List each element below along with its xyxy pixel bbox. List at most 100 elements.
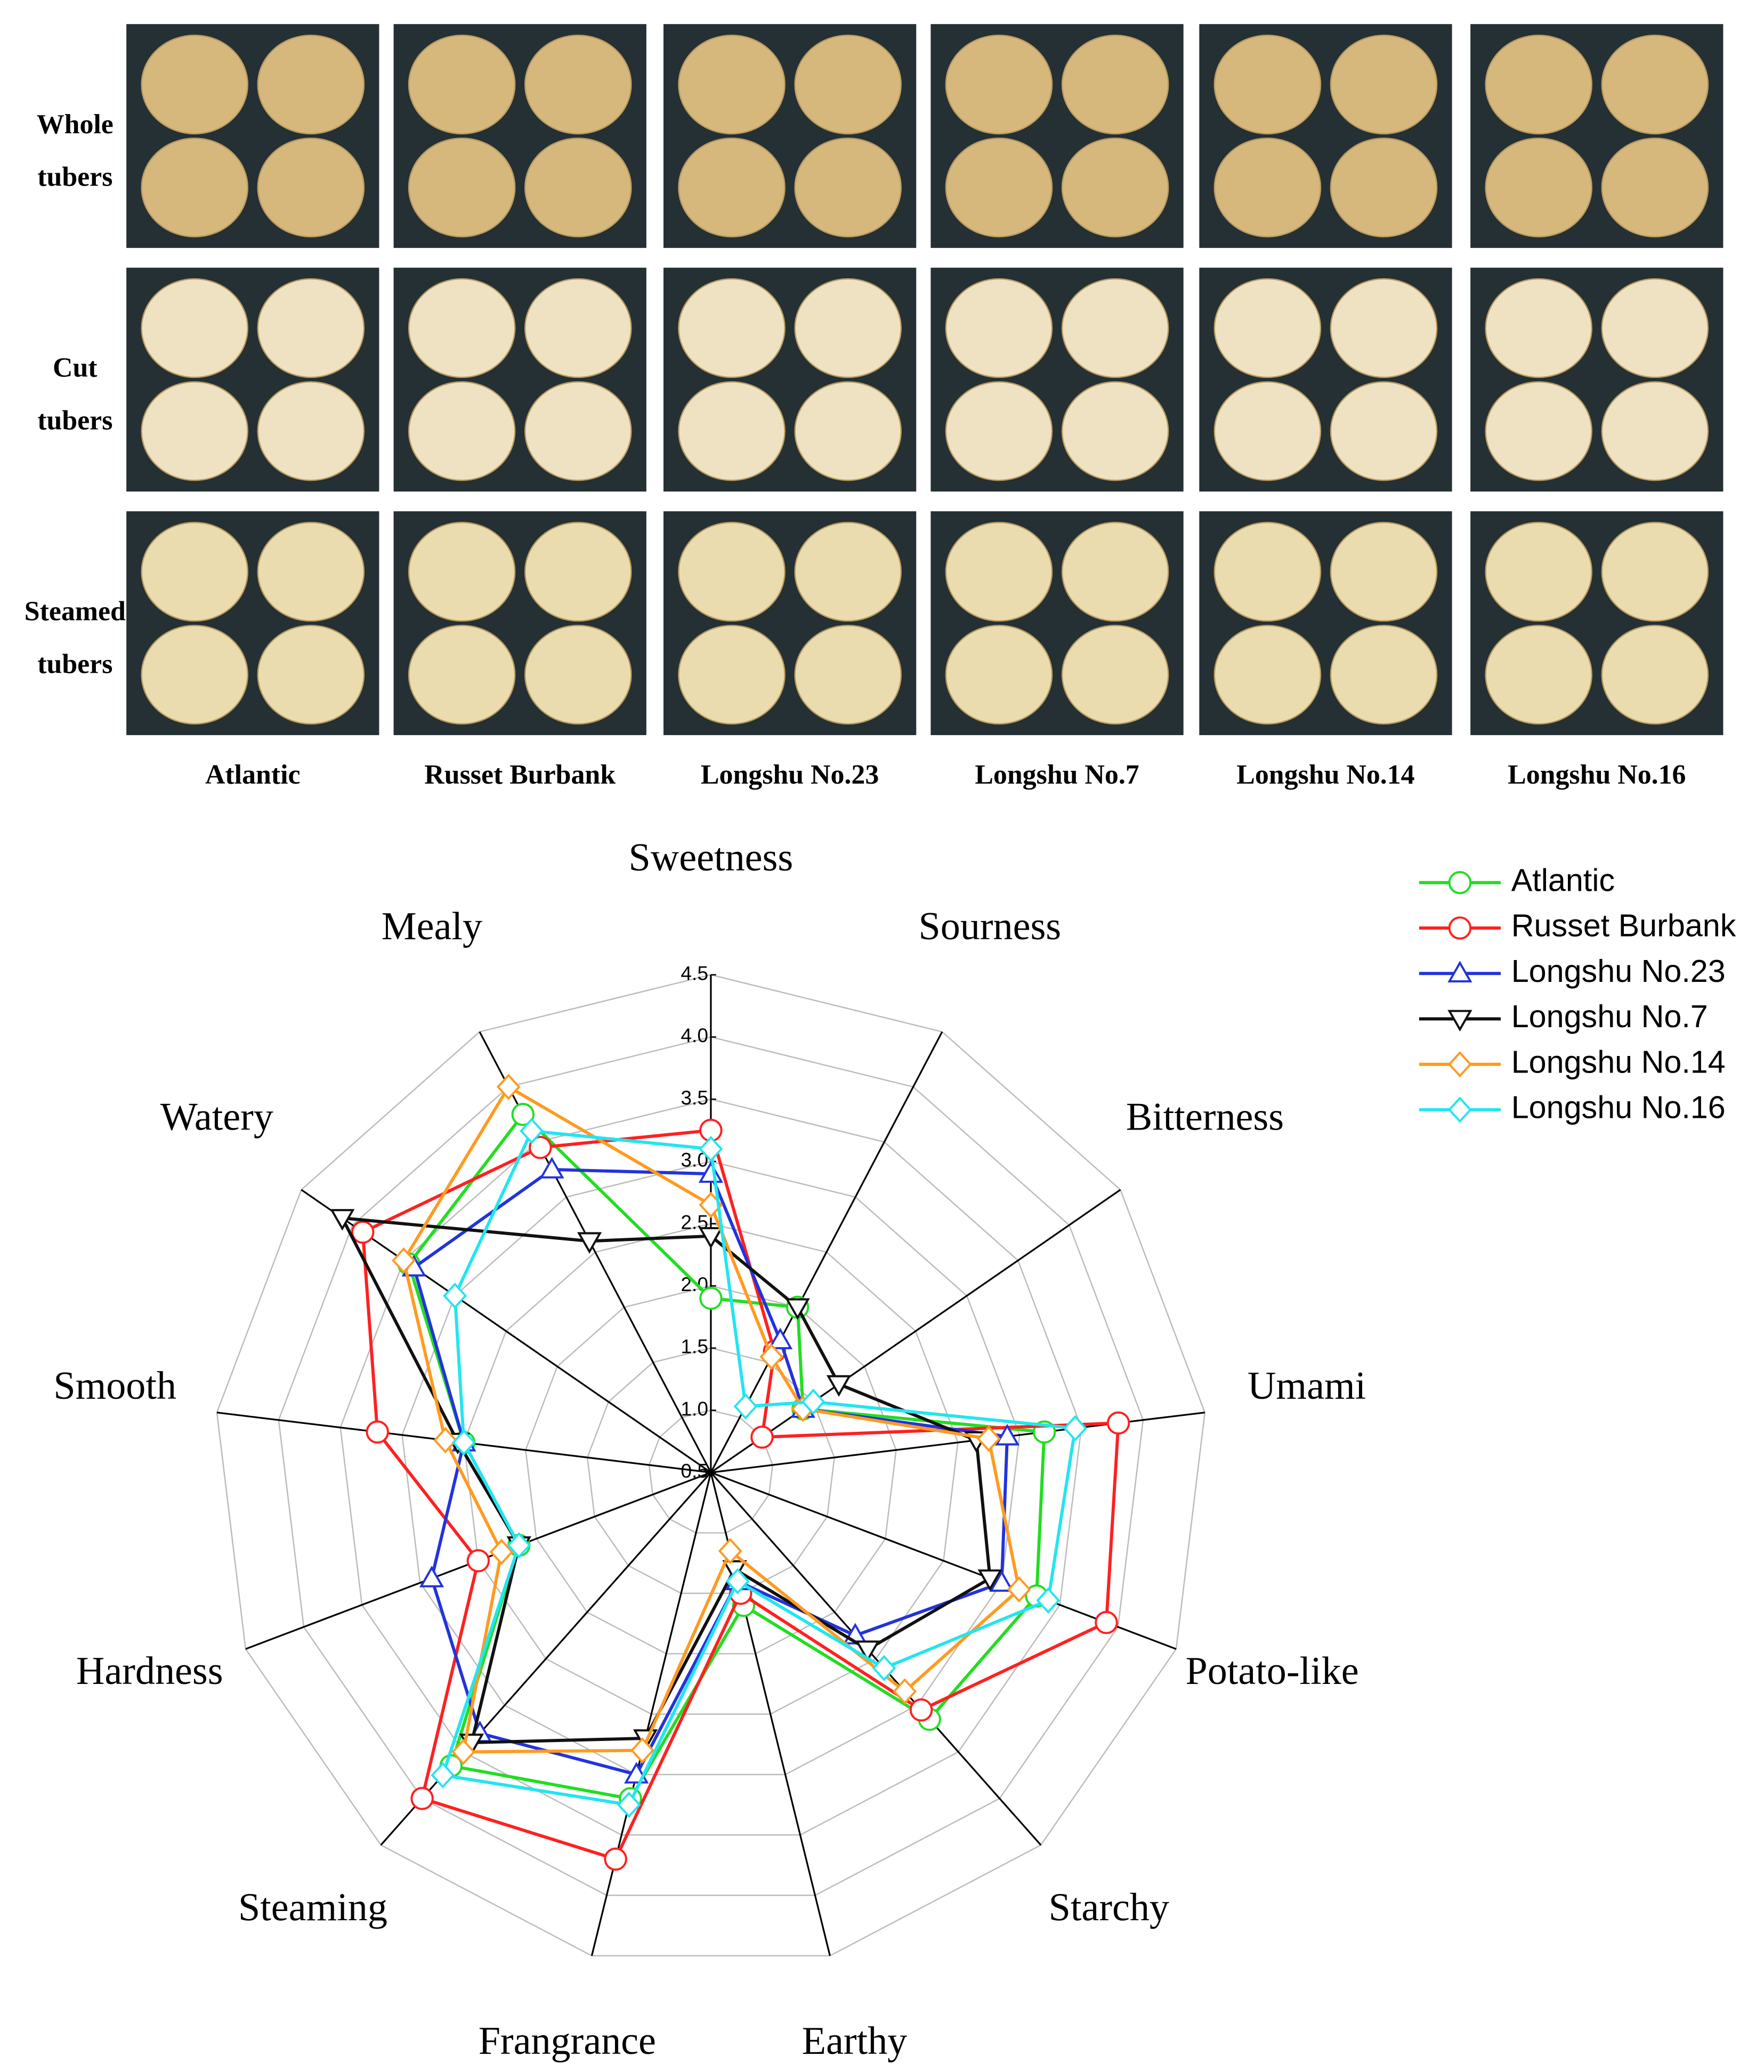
- legend-label: Longshu No.23: [1511, 953, 1726, 989]
- tuber: [1485, 138, 1593, 238]
- tuber: [1213, 138, 1322, 238]
- tuber: [524, 138, 632, 238]
- grid-ring: [401, 1160, 1021, 1776]
- tuber: [257, 521, 365, 622]
- tuber: [1061, 138, 1169, 238]
- tick-label: 4.5: [681, 962, 708, 984]
- tuber: [945, 278, 1053, 378]
- tuber: [945, 521, 1053, 622]
- legend-marker: [1448, 870, 1472, 894]
- tuber: [1213, 381, 1322, 481]
- tuber: [1601, 381, 1709, 481]
- marker: [617, 1791, 641, 1818]
- legend-label: Russet Burbank: [1511, 908, 1736, 944]
- tuber: [1213, 521, 1322, 622]
- marker: [750, 1425, 774, 1449]
- marker: [392, 1247, 416, 1274]
- marker: [466, 1549, 490, 1573]
- axis-label: Steaming: [238, 1886, 387, 1930]
- tuber: [1061, 278, 1169, 378]
- marker: [451, 1429, 476, 1456]
- tuber: [257, 625, 365, 725]
- tuber: [257, 381, 365, 481]
- column-label: Longshu No.7: [975, 760, 1139, 790]
- marker: [872, 1655, 896, 1681]
- series-line: [402, 1084, 1021, 1754]
- legend-label: Atlantic: [1511, 862, 1615, 898]
- marker: [351, 1220, 375, 1244]
- grid-ring: [278, 1036, 1144, 1896]
- tuber: [945, 138, 1053, 238]
- tuber: [794, 138, 902, 238]
- axis-label: Smooth: [53, 1364, 176, 1408]
- tuber: [1061, 625, 1169, 725]
- tuber: [1485, 34, 1593, 135]
- marker: [330, 1209, 355, 1231]
- marker: [699, 1286, 723, 1310]
- marker: [826, 1375, 852, 1397]
- legend-marker: [1447, 1097, 1472, 1123]
- tuber: [524, 521, 632, 622]
- tuber: [1601, 625, 1709, 725]
- tuber: [794, 278, 902, 378]
- marker: [893, 1678, 917, 1705]
- tuber: [1330, 278, 1438, 378]
- tuber: [408, 34, 516, 135]
- legend-marker: [1447, 1010, 1472, 1032]
- tuber: [141, 625, 249, 725]
- tuber: [257, 34, 365, 135]
- row-label: Steamed: [25, 596, 126, 627]
- tuber: [1601, 34, 1709, 135]
- tuber: [141, 381, 249, 481]
- marker: [855, 1640, 880, 1663]
- series-line: [339, 1216, 992, 1745]
- marker: [630, 1737, 654, 1764]
- tuber: [794, 625, 902, 725]
- series-line: [440, 1129, 1077, 1807]
- tuber: [524, 278, 632, 378]
- grid-ring: [339, 1098, 1082, 1836]
- tuber: [1061, 34, 1169, 135]
- tuber: [1601, 278, 1709, 378]
- marker: [529, 1135, 552, 1159]
- tuber: [1213, 625, 1322, 725]
- spoke: [479, 1031, 712, 1473]
- tuber: [678, 625, 786, 725]
- marker: [989, 1570, 1014, 1592]
- tuber: [1330, 521, 1438, 622]
- marker: [801, 1389, 826, 1415]
- marker: [759, 1343, 784, 1370]
- marker: [419, 1566, 444, 1587]
- marker: [699, 1135, 723, 1163]
- tick-label: 1.5: [681, 1335, 708, 1358]
- tuber: [408, 138, 516, 238]
- marker: [1063, 1415, 1087, 1442]
- tuber: [408, 278, 516, 378]
- tuber: [678, 278, 786, 378]
- row-label: Cut: [53, 353, 98, 383]
- marker: [496, 1074, 521, 1100]
- tuber: [524, 625, 632, 725]
- tuber: [1485, 625, 1593, 725]
- marker: [1007, 1576, 1031, 1603]
- legend-marker: [1447, 1051, 1472, 1078]
- marker: [410, 1787, 434, 1810]
- tick-label: 1.0: [681, 1397, 708, 1420]
- tuber: [1485, 521, 1593, 622]
- tuber: [794, 381, 902, 481]
- row-label: tubers: [37, 162, 112, 192]
- marker: [431, 1762, 455, 1788]
- marker: [1106, 1411, 1130, 1435]
- marker: [451, 1738, 475, 1765]
- marker: [718, 1537, 742, 1565]
- marker: [577, 1232, 602, 1254]
- axis-label: Sweetness: [629, 836, 794, 880]
- marker: [909, 1698, 933, 1722]
- marker: [767, 1327, 793, 1350]
- marker: [1036, 1587, 1061, 1614]
- row-label: tubers: [37, 649, 112, 680]
- tuber: [678, 381, 786, 481]
- tuber: [1601, 138, 1709, 238]
